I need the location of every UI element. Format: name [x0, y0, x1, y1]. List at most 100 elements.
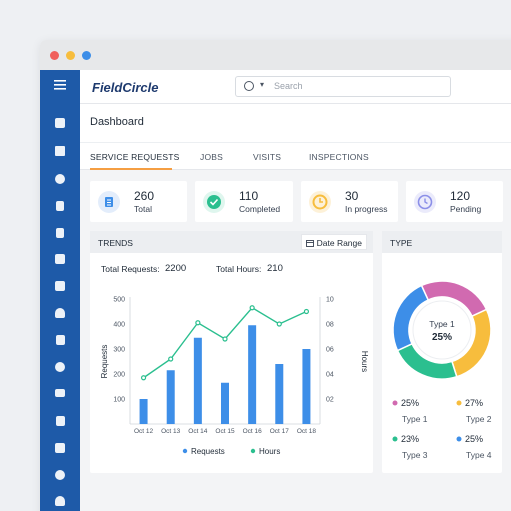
sidebar	[40, 70, 80, 511]
legend-type-label: Type 3	[402, 450, 428, 460]
legend-percent: 25%	[401, 398, 419, 408]
maximize-window-button[interactable]	[82, 50, 91, 60]
tab-jobs[interactable]: JOBS	[200, 152, 224, 162]
bar-requests	[275, 364, 284, 424]
tab-inspections[interactable]: INSPECTIONS	[309, 152, 369, 162]
checklist-icon[interactable]	[40, 416, 80, 426]
x-tick-label: Oct 12	[134, 428, 154, 435]
point-hours	[303, 308, 310, 315]
users-icon[interactable]	[40, 496, 80, 506]
history-icon[interactable]	[40, 174, 80, 184]
point-hours	[276, 321, 282, 327]
legend-percent: 27%	[465, 398, 483, 408]
legend-percent: 25%	[465, 434, 483, 444]
y2-tick-label: 08	[326, 322, 334, 329]
stat-card-pending[interactable]: 120 Pending	[406, 181, 503, 222]
donut-slice	[392, 284, 430, 352]
inbox-icon[interactable]	[40, 389, 80, 397]
dollar-icon[interactable]	[40, 470, 80, 480]
legend-swatch-hours	[250, 448, 256, 454]
trends-panel: TRENDS Date Range Total Requests: 2200 T…	[90, 231, 373, 473]
stat-card-total[interactable]: 260 Total	[90, 181, 187, 222]
point-hours	[168, 356, 174, 362]
legend-swatch	[392, 436, 398, 442]
bar-requests	[302, 349, 311, 424]
check-circle-icon	[203, 191, 225, 213]
dashboard-icon[interactable]	[40, 118, 80, 128]
legend-type-label: Type 2	[466, 414, 492, 424]
calendar-task-icon[interactable]	[40, 281, 80, 291]
type-donut-chart: Type 1 25% 25% Type 1 27% Type 2 23% Type 3 25% T…	[392, 280, 492, 460]
legend-label-requests: Requests	[191, 447, 225, 456]
calendar-icon	[306, 240, 315, 247]
checkbox-icon[interactable]	[40, 254, 80, 264]
x-tick-label: Oct 16	[243, 428, 263, 435]
panel-title: TRENDS	[98, 238, 133, 248]
x-tick-label: Oct 17	[270, 428, 290, 435]
y-tick-label: 200	[113, 372, 125, 379]
type-panel: TYPE Type 1 25% 25% Type 1 27% Type 2 23% Type …	[382, 231, 502, 473]
bar-requests	[248, 325, 257, 424]
user-assign-icon[interactable]	[40, 308, 80, 318]
point-hours	[140, 375, 147, 381]
trends-chart: 500 400 300 200 100 10 08 06 04 02 Requests Hours Oc…	[100, 297, 369, 457]
stat-label: Completed	[239, 204, 281, 214]
y2-tick-label: 06	[326, 347, 334, 354]
y-tick-label: 300	[113, 347, 125, 354]
hierarchy-icon[interactable]	[40, 443, 80, 453]
stat-label: Pending	[450, 204, 482, 214]
stat-card-completed[interactable]: 110 Completed	[195, 181, 293, 222]
donut-center	[412, 300, 472, 360]
y-tick-label: 100	[113, 397, 125, 404]
main-content: FieldCircle ▾ Search Dashboard SERVICE R…	[80, 70, 511, 511]
search-input[interactable]: Search	[274, 81, 303, 91]
calendar-icon[interactable]	[40, 146, 80, 156]
clock-icon[interactable]	[40, 362, 80, 372]
app-window: FieldCircle ▾ Search Dashboard SERVICE R…	[40, 40, 511, 511]
bar-requests	[221, 382, 229, 424]
date-range-button[interactable]: Date Range	[301, 234, 367, 250]
clipboard-icon[interactable]	[40, 201, 80, 211]
clock-icon	[414, 191, 436, 213]
total-hours-value: 210	[267, 263, 283, 274]
search-box[interactable]: ▾ Search	[235, 76, 451, 97]
type-panel-header: TYPE	[382, 231, 502, 253]
point-hours	[222, 336, 228, 342]
page-title: Dashboard	[90, 116, 144, 128]
chevron-down-icon[interactable]: ▾	[260, 80, 265, 89]
menu-icon[interactable]	[40, 80, 80, 90]
legend-swatch	[456, 400, 462, 406]
bar-requests	[139, 399, 148, 424]
y-axis-title: Requests	[100, 345, 109, 379]
document-edit-icon[interactable]	[40, 335, 80, 345]
active-tab-indicator	[90, 168, 172, 170]
y2-tick-label: 10	[326, 297, 334, 304]
top-bar: FieldCircle ▾ Search	[80, 70, 511, 104]
legend-swatch-requests	[182, 448, 188, 454]
document-settings-icon[interactable]	[40, 228, 80, 238]
tab-service-requests[interactable]: SERVICE REQUESTS	[90, 152, 180, 162]
donut-center-value: 25%	[432, 332, 452, 343]
minimize-window-button[interactable]	[66, 50, 75, 60]
bar-requests	[193, 337, 202, 424]
stat-value: 110	[239, 189, 259, 203]
tab-visits[interactable]: VISITS	[253, 152, 282, 162]
page-header: Dashboard	[80, 104, 511, 142]
x-tick-label: Oct 13	[161, 428, 181, 435]
y2-axis-title: Hours	[360, 351, 369, 372]
progress-icon	[309, 191, 331, 213]
date-range-label: Date Range	[316, 238, 362, 248]
stat-card-in-progress[interactable]: 30 In progress	[301, 181, 398, 222]
legend-label-hours: Hours	[259, 447, 280, 456]
x-tick-label: Oct 18	[297, 428, 317, 435]
y2-tick-label: 02	[326, 397, 334, 404]
bar-requests	[166, 370, 175, 424]
point-hours	[249, 305, 255, 311]
x-tick-label: Oct 15	[215, 428, 235, 435]
total-requests-label: Total Requests:	[101, 264, 160, 274]
close-window-button[interactable]	[50, 50, 59, 60]
legend-type-label: Type 1	[402, 414, 428, 424]
stat-value: 120	[450, 189, 471, 203]
title-bar	[40, 40, 511, 70]
legend-percent: 23%	[401, 434, 419, 444]
